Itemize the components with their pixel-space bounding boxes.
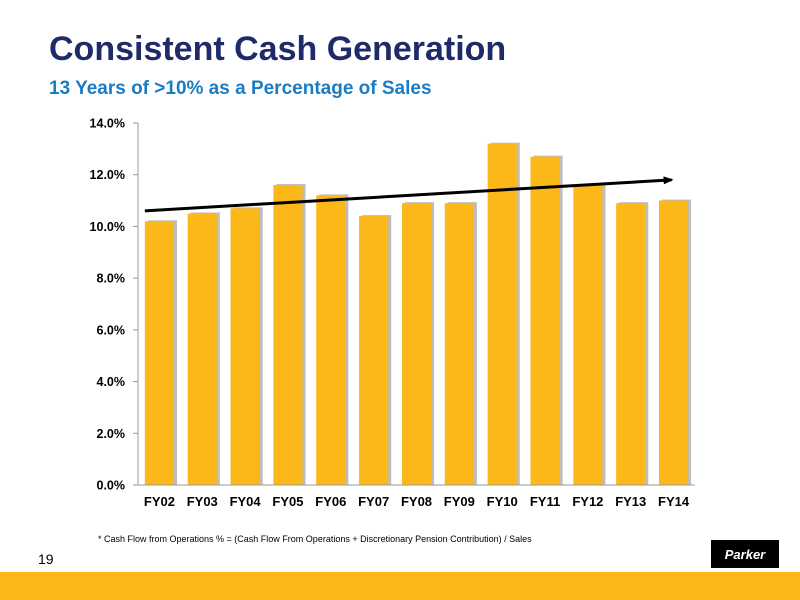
bar-fy09 [444, 203, 474, 485]
trend-line [144, 176, 674, 213]
slide-subtitle: 13 Years of >10% as a Percentage of Sale… [49, 78, 432, 99]
footnote: * Cash Flow from Operations % = (Cash Fl… [98, 534, 532, 544]
page-number: 19 [38, 551, 54, 567]
bar-fy14 [659, 200, 689, 486]
x-tick-label: FY11 [530, 494, 560, 509]
y-tick-label: 14.0% [90, 117, 125, 131]
bar-fy12 [573, 185, 603, 486]
y-tick-label: 10.0% [90, 220, 125, 234]
x-tick-label: FY04 [230, 494, 262, 509]
bar-fy05 [273, 185, 303, 486]
bar-series [144, 142, 692, 486]
x-tick-label: FY02 [144, 494, 175, 509]
bar-fy08 [401, 203, 432, 485]
bar-fy04 [230, 208, 260, 486]
y-tick-label: 6.0% [97, 323, 126, 337]
x-tick-label: FY10 [487, 494, 518, 509]
x-tick-label: FY07 [358, 494, 389, 509]
x-tick-label: FY05 [272, 494, 303, 509]
y-tick-label: 0.0% [97, 479, 126, 493]
y-tick-label: 12.0% [90, 168, 125, 182]
bar-fy02 [144, 221, 174, 485]
bar-fy10 [487, 143, 517, 485]
x-axis: FY02 FY03 FY04 FY05 FY06 FY07 FY08 FY09 FY10 FY11… [138, 484, 695, 509]
x-tick-label: FY09 [444, 494, 475, 509]
x-tick-label: FY13 [615, 494, 646, 509]
x-tick-label: FY08 [401, 494, 432, 509]
bar-fy13 [616, 203, 646, 485]
x-tick-label: FY12 [572, 494, 603, 509]
y-tick-label: 2.0% [97, 427, 126, 441]
bar-fy03 [187, 213, 217, 485]
bar-fy11 [530, 156, 560, 485]
footer-bar [0, 572, 800, 600]
bar-fy07 [359, 216, 389, 486]
trend-arrow [144, 176, 674, 213]
bar-fy06 [316, 195, 346, 485]
y-axis: 0.0% 2.0% 4.0% 6.0% 8.0% 10.0% 12.0% 14.0% [90, 117, 139, 493]
x-tick-label: FY03 [187, 494, 218, 509]
y-tick-label: 8.0% [97, 272, 126, 286]
parker-logo: Parker [711, 540, 779, 568]
x-tick-label: FY06 [315, 494, 346, 509]
x-tick-label: FY14 [658, 494, 690, 509]
y-tick-label: 4.0% [97, 375, 126, 389]
slide-title: Consistent Cash Generation [49, 30, 507, 68]
